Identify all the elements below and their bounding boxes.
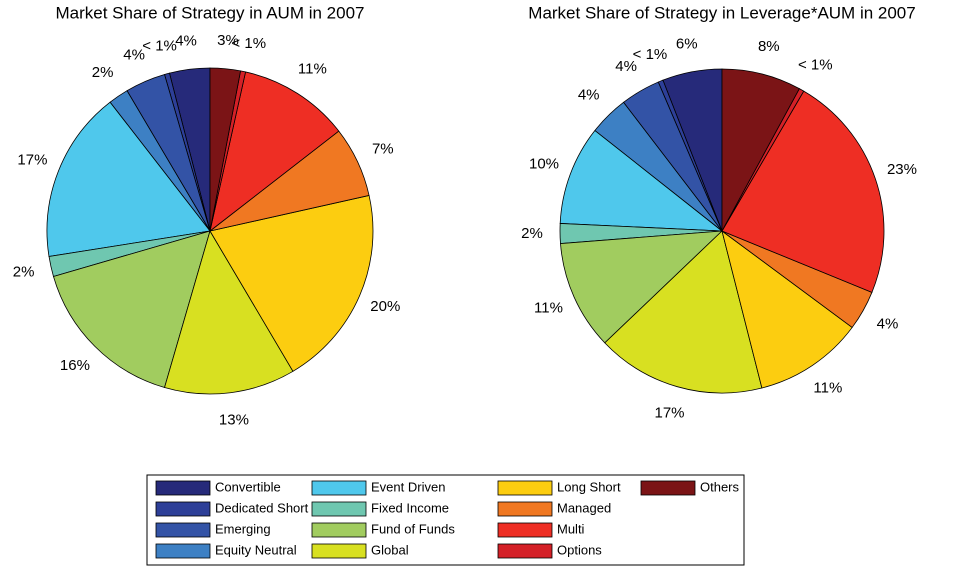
slice-label: 17% [654, 405, 684, 422]
slice-label: 4% [877, 315, 899, 332]
slice-label: 2% [13, 264, 35, 281]
pie-slice [209, 67, 242, 232]
legend-label: Global [371, 542, 409, 557]
slice-label: 4% [175, 32, 197, 49]
pie-slice [604, 230, 763, 394]
legend-swatch [155, 543, 211, 559]
slice-label: < 1% [798, 56, 833, 73]
slice-label: 3% [217, 32, 239, 49]
legend-label: Long Short [557, 479, 621, 494]
slice-label: 11% [534, 299, 563, 316]
legend-label: Convertible [215, 479, 281, 494]
legend-label: Event Driven [371, 479, 445, 494]
slice-label: 10% [529, 155, 559, 172]
slice-label: 17% [17, 152, 47, 169]
pie-slice [559, 129, 724, 232]
legend-swatch [311, 522, 367, 538]
legend-label: Dedicated Short [215, 500, 309, 515]
legend-label: Options [557, 542, 602, 557]
legend-label: Emerging [215, 521, 271, 536]
legend-label: Fund of Funds [371, 521, 455, 536]
legend-swatch [311, 501, 367, 517]
slice-label: 2% [92, 64, 114, 81]
pie-slice [721, 68, 800, 232]
slice-label: < 1% [231, 35, 266, 52]
legend-swatch [497, 501, 553, 517]
pie-slice [164, 230, 294, 395]
pie-slice [560, 230, 724, 344]
pie-slice [209, 71, 340, 232]
slice-label: 20% [370, 298, 400, 315]
pie-slice [721, 90, 885, 293]
slice-label: < 1% [142, 38, 177, 55]
slice-label: 13% [219, 411, 249, 428]
slice-label: 2% [521, 225, 543, 242]
legend-swatch [155, 480, 211, 496]
slice-label: 4% [123, 47, 145, 64]
legend-label: Fixed Income [371, 500, 449, 515]
slice-label: 11% [813, 380, 842, 397]
slice-label: 4% [615, 58, 637, 75]
pie-slice [209, 194, 374, 372]
slice-label: 23% [887, 161, 917, 178]
legend-label: Equity Neutral [215, 542, 297, 557]
legend-swatch [155, 522, 211, 538]
slice-label: 7% [372, 141, 394, 158]
legend-swatch [497, 522, 553, 538]
legend-label: Others [700, 479, 740, 494]
legend-swatch [497, 543, 553, 559]
legend-label: Managed [557, 500, 611, 515]
pie-slice [46, 101, 211, 257]
legend-swatch [311, 480, 367, 496]
slice-label: 16% [60, 357, 90, 374]
slice-label: 8% [758, 38, 780, 55]
pie-slice [52, 230, 211, 389]
chart-title: Market Share of Strategy in Leverage*AUM… [528, 3, 915, 22]
legend-swatch [497, 480, 553, 496]
legend-label: Multi [557, 521, 585, 536]
slice-label: 11% [298, 61, 327, 78]
pie-slice [721, 230, 853, 389]
slice-label: 6% [676, 35, 698, 52]
slice-label: 4% [578, 87, 600, 104]
slice-label: < 1% [633, 46, 668, 63]
chart-title: Market Share of Strategy in AUM in 2007 [56, 3, 365, 22]
legend-swatch [311, 543, 367, 559]
legend-swatch [155, 501, 211, 517]
legend-swatch [640, 480, 696, 496]
